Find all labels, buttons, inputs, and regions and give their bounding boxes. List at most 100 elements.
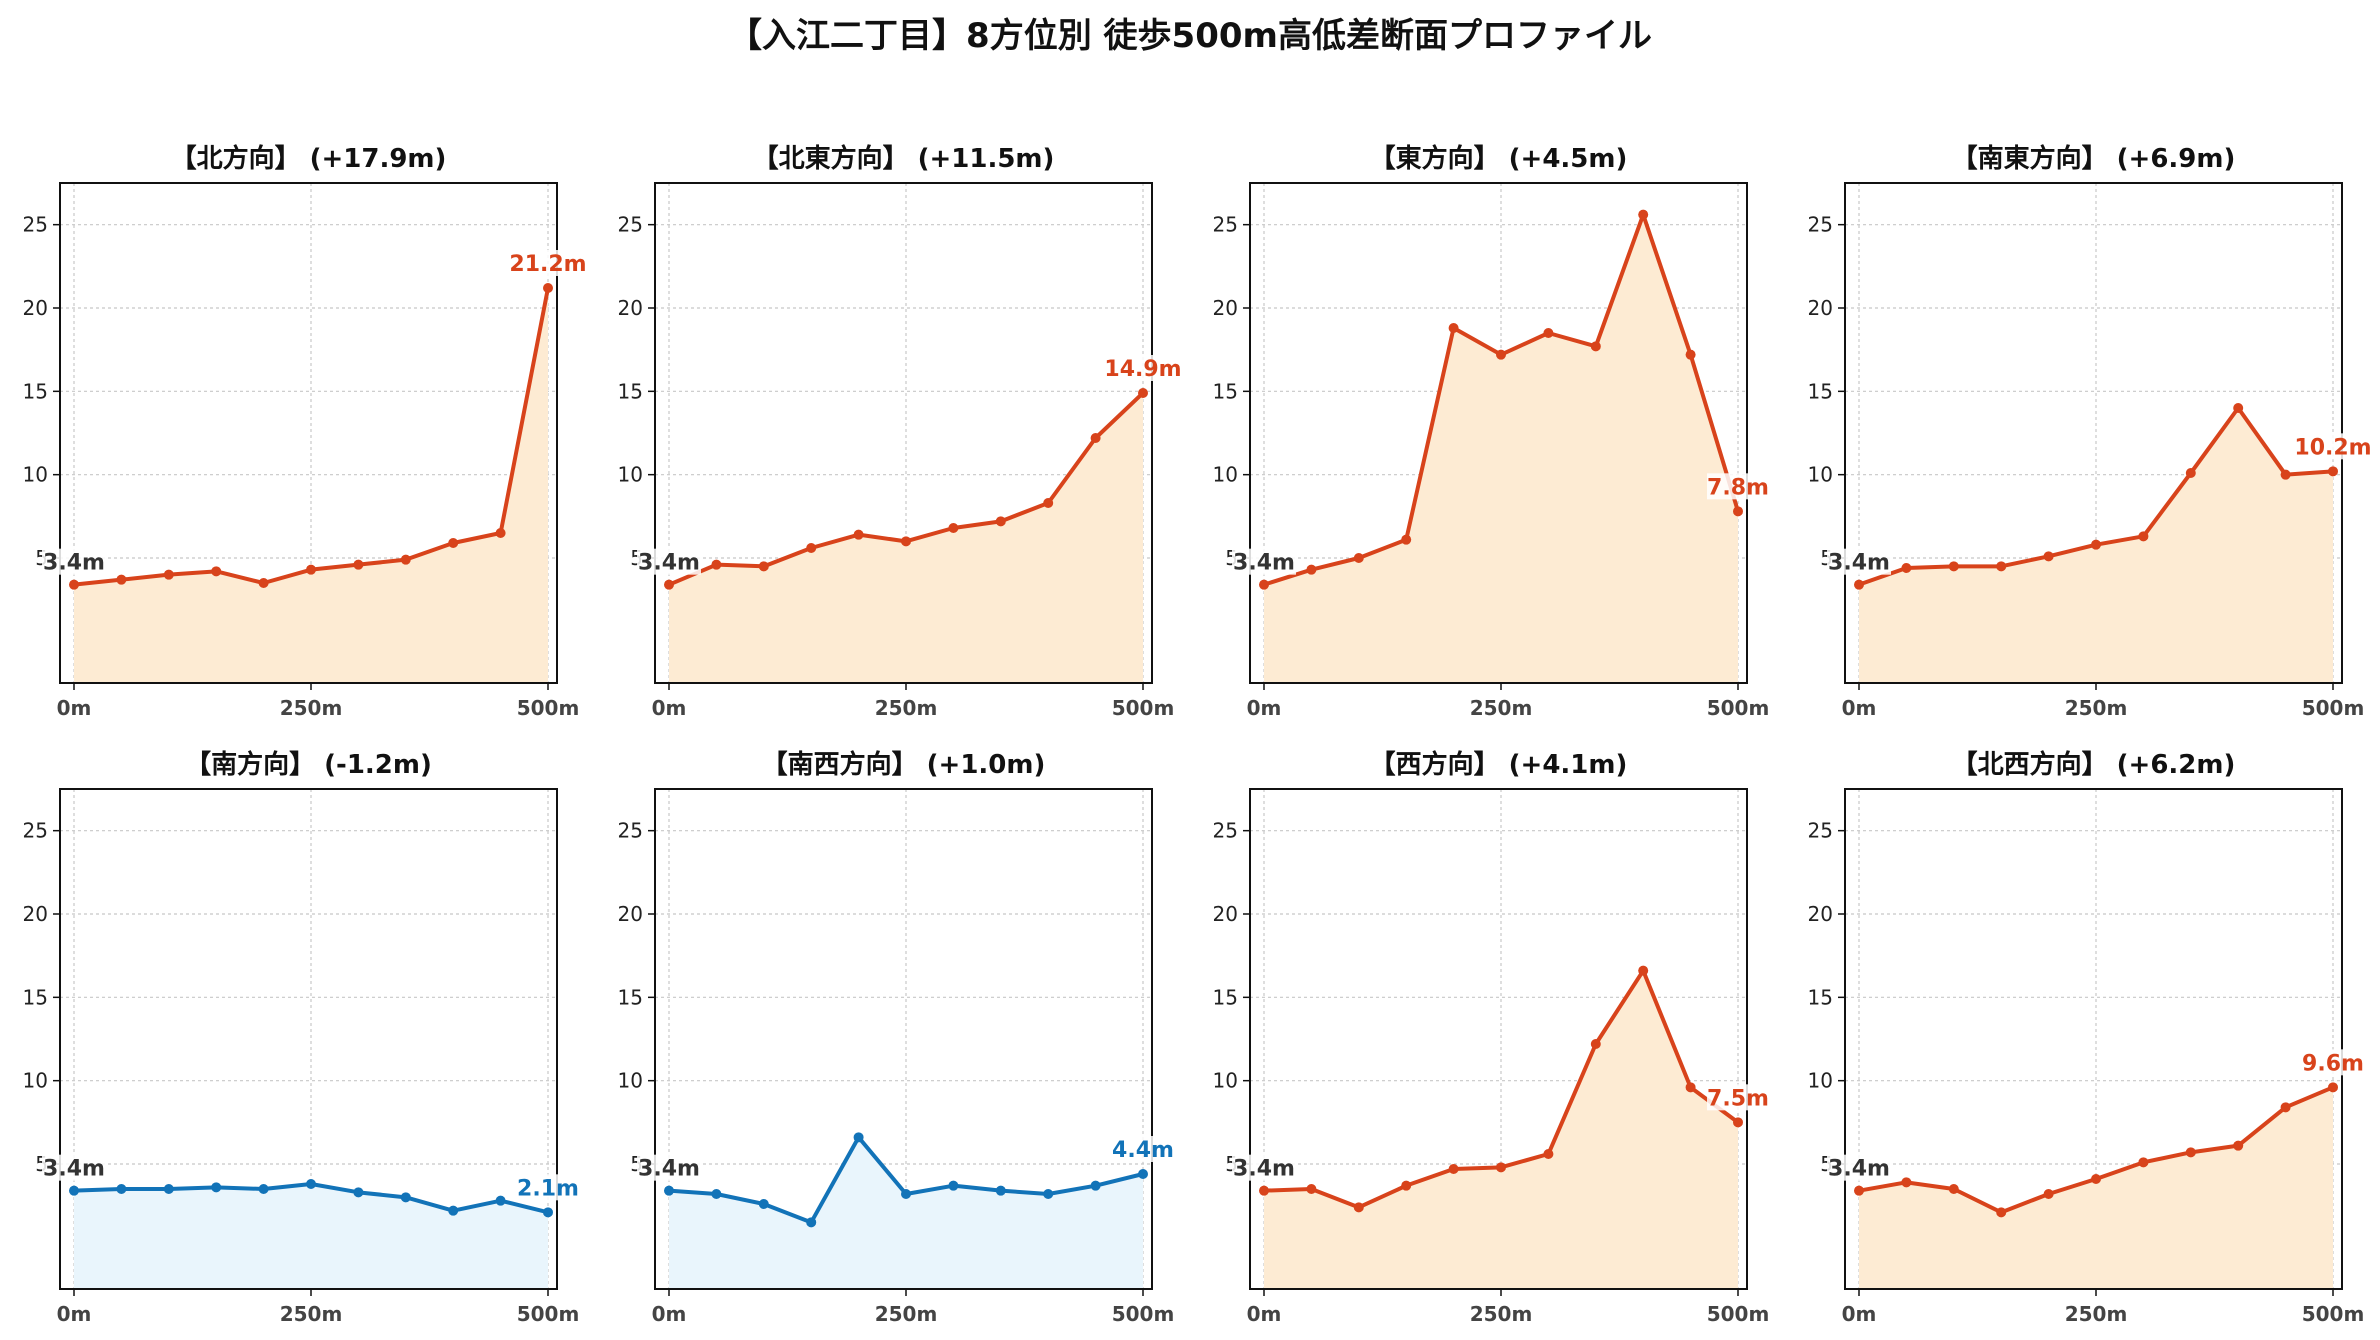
y-tick-label: 20 (618, 902, 643, 926)
y-tick-label: 20 (23, 296, 48, 320)
plot-frame (59, 788, 558, 1290)
y-tick-label: 20 (1808, 902, 1833, 926)
x-tick-label: 500m (1707, 1302, 1770, 1326)
start-label: 3.4m (43, 1157, 105, 1182)
start-label: 3.4m (1828, 551, 1890, 576)
end-label: 4.4m (1112, 1138, 1174, 1163)
x-tick-label: 250m (2065, 696, 2128, 720)
data-point (163, 569, 174, 580)
data-point (2280, 469, 2291, 480)
data-point (758, 561, 769, 572)
data-point (116, 574, 127, 585)
data-point (1353, 553, 1364, 563)
y-tick-label: 20 (1213, 296, 1238, 320)
data-point (664, 1185, 674, 1196)
end-label-bg (510, 250, 586, 276)
plot-frame (1249, 788, 1748, 1290)
y-tick-label: 15 (1213, 379, 1238, 403)
data-point (258, 578, 269, 588)
y-tick-label: 20 (23, 902, 48, 926)
data-point (448, 1205, 459, 1216)
data-point (2185, 468, 2196, 478)
start-label-bg (1827, 1154, 1891, 1181)
data-point (353, 559, 364, 570)
data-point (2091, 539, 2101, 550)
subplot-title: 【北西方向】 (+6.2m) (1952, 749, 2236, 780)
y-tick-label: 25 (1213, 213, 1238, 237)
plot-frame (59, 182, 558, 684)
data-point (1448, 1164, 1459, 1174)
data-point (1638, 965, 1649, 976)
data-point (2328, 466, 2338, 477)
data-point (1401, 1180, 1412, 1191)
x-tick-label: 0m (57, 696, 92, 720)
end-label-bg (2295, 433, 2371, 460)
start-label: 3.4m (1233, 1157, 1295, 1182)
data-point (1638, 209, 1649, 220)
end-label-bg (1707, 1084, 1769, 1111)
y-tick-label: 10 (618, 463, 643, 487)
x-tick-label: 500m (517, 696, 580, 720)
y-tick-label: 10 (23, 1069, 48, 1093)
start-label-bg (1232, 1154, 1296, 1181)
y-tick-label: 10 (23, 463, 48, 487)
data-point (69, 1185, 79, 1196)
y-tick-label: 25 (1808, 819, 1833, 843)
subplot-title: 【南西方向】 (+1.0m) (762, 749, 1046, 780)
start-label: 3.4m (1233, 551, 1295, 576)
end-label: 7.5m (1707, 1086, 1769, 1111)
x-tick-label: 0m (1842, 1302, 1877, 1326)
data-point (664, 579, 674, 590)
y-tick-label: 25 (23, 819, 48, 843)
subplot-title: 【北東方向】 (+11.5m) (753, 143, 1055, 174)
data-point (353, 1187, 364, 1198)
end-label: 2.1m (517, 1176, 579, 1201)
data-point (1733, 1117, 1743, 1128)
data-point (1590, 1039, 1601, 1049)
data-point (400, 554, 411, 565)
y-tick-label: 10 (1213, 1069, 1238, 1093)
data-point (2091, 1174, 2101, 1184)
data-point (2043, 1189, 2054, 1199)
x-tick-label: 0m (1247, 696, 1282, 720)
data-point (1090, 1180, 1101, 1191)
x-tick-label: 250m (1470, 696, 1533, 720)
figure-title: 【入江二丁目】8方位別 徒歩500m高低差断面プロファイル (728, 16, 1652, 56)
x-tick-label: 250m (875, 1302, 938, 1326)
data-point (1948, 561, 1959, 572)
x-tick-label: 250m (280, 696, 343, 720)
data-point (400, 1192, 411, 1203)
y-tick-label: 10 (1213, 463, 1238, 487)
data-point (1259, 579, 1269, 590)
data-point (543, 1207, 553, 1218)
data-point (1996, 1207, 2007, 1218)
data-point (995, 516, 1006, 527)
data-point (1043, 498, 1054, 508)
end-label-bg (2302, 1049, 2364, 1076)
subplot-title: 【南東方向】 (+6.9m) (1952, 143, 2236, 174)
x-tick-label: 0m (1842, 696, 1877, 720)
data-point (211, 566, 222, 577)
x-tick-label: 500m (1707, 696, 1770, 720)
y-tick-label: 15 (618, 985, 643, 1009)
data-point (1306, 1184, 1317, 1194)
y-tick-label: 10 (1808, 463, 1833, 487)
data-point (1401, 534, 1412, 545)
y-tick-label: 15 (1808, 379, 1833, 403)
data-point (258, 1184, 269, 1194)
elevation-area (74, 1184, 548, 1289)
end-label-bg (517, 1174, 579, 1201)
data-point (1543, 1149, 1554, 1159)
data-point (853, 1132, 864, 1143)
x-tick-label: 250m (280, 1302, 343, 1326)
data-point (116, 1184, 127, 1194)
x-tick-label: 0m (57, 1302, 92, 1326)
plot-frame (654, 788, 1153, 1290)
data-point (948, 523, 959, 533)
